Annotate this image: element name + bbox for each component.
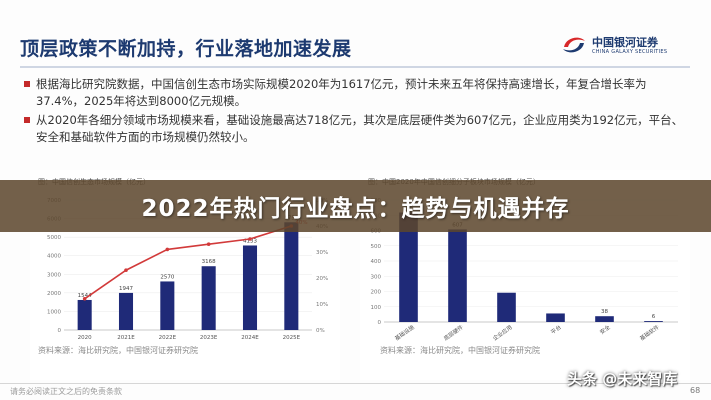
y-tick-label: 3000: [47, 272, 61, 278]
growth-point: [165, 247, 170, 252]
growth-point: [82, 297, 87, 301]
y-tick-label: 1000: [47, 309, 61, 315]
banner-headline: 2022年热门行业盘点：趋势与机遇并存: [141, 196, 570, 222]
watermark-text: 头条 @未来智库: [567, 370, 678, 388]
bar-value-label: 2570: [160, 274, 174, 280]
footer-disclaimer: 请务必阅读正文之后的免责条款: [10, 387, 122, 396]
page-number: 68: [690, 386, 701, 395]
title-divider: [20, 66, 690, 68]
y-tick-label: 400: [371, 259, 382, 265]
x-tick-label: 2024E: [241, 335, 259, 341]
bar: [546, 313, 565, 322]
growth-point: [248, 237, 252, 241]
bullet-list: 根据海比研究院数据，中国信创生态市场实际规模2020年为1617亿元，预计未来五…: [22, 76, 692, 148]
logo-name-cn: 中国银河证券: [592, 36, 658, 49]
bullet-item: 从2020年各细分领域市场规模来看，基础设施最高达718亿元，其次是底层硬件类为…: [22, 112, 692, 146]
x-tick-label: 2021E: [117, 335, 135, 341]
bar: [595, 316, 614, 322]
x-tick-label: 2023E: [200, 335, 218, 341]
y-tick-label: 5000: [47, 235, 61, 241]
bar-value-label: 6: [652, 314, 656, 320]
y-tick-label: 2000: [47, 291, 61, 297]
y-tick-label: 100: [371, 305, 382, 311]
bar: [242, 245, 258, 330]
y-tick-label: 0: [378, 320, 382, 326]
logo-name-en: CHINA GALAXY SECURITIES: [592, 49, 668, 55]
y2-tick-label: 10%: [316, 302, 328, 308]
bar: [284, 222, 299, 330]
y-tick-label: 4000: [47, 254, 61, 260]
bar: [118, 292, 134, 330]
bar: [77, 299, 92, 330]
growth-point: [206, 242, 211, 246]
bar: [448, 229, 467, 322]
x-tick-label: 2022E: [159, 335, 177, 341]
bar-value-label: 38: [601, 309, 608, 315]
x-tick-label: 2020: [78, 335, 92, 341]
bullet-item: 根据海比研究院数据，中国信创生态市场实际规模2020年为1617亿元，预计未来五…: [22, 76, 692, 110]
chart-source-left: 资料来源：海比研究院，中国银河证券研究院: [38, 346, 198, 355]
chart-source-right: 资料来源：海比研究院，中国银河证券研究院: [380, 346, 540, 355]
x-tick-label: 平台: [549, 323, 563, 336]
bar: [160, 281, 175, 330]
bar-value-label: 3168: [202, 259, 216, 265]
y-tick-label: 0: [58, 328, 62, 334]
bar: [644, 321, 663, 322]
brand-logo: 中国银河证券 CHINA GALAXY SECURITIES: [560, 30, 700, 60]
bar: [399, 212, 418, 322]
x-tick-label: 基础设施: [393, 323, 416, 342]
slide-title: 顶层政策不断加持，行业落地加速发展: [20, 38, 352, 60]
bar-value-label: 4133: [243, 238, 257, 244]
bar: [201, 266, 216, 330]
x-tick-label: 基础软件: [638, 323, 661, 342]
y2-tick-label: 20%: [316, 276, 328, 282]
x-tick-label: 企业应用: [491, 323, 514, 342]
galaxy-swirl-icon: [563, 37, 585, 53]
x-tick-label: 底层硬件: [442, 323, 465, 342]
article-banner: 2022年热门行业盘点：趋势与机遇并存: [0, 180, 711, 232]
y2-tick-label: 30%: [316, 250, 328, 256]
y-tick-label: 500: [371, 244, 382, 250]
growth-line: [84, 225, 292, 300]
y-tick-label: 200: [371, 290, 382, 296]
watermark: 头条 @未来智库: [567, 368, 677, 389]
bar-value-label: 1947: [119, 286, 133, 292]
x-tick-label: 2025E: [283, 335, 301, 341]
y2-tick-label: 0%: [316, 328, 325, 334]
bar: [497, 292, 516, 322]
growth-point: [124, 268, 128, 272]
footer-divider: [0, 383, 711, 384]
bar-value-label: 1544: [78, 293, 92, 299]
y-tick-label: 300: [371, 274, 382, 280]
x-tick-label: 安全: [598, 323, 612, 336]
